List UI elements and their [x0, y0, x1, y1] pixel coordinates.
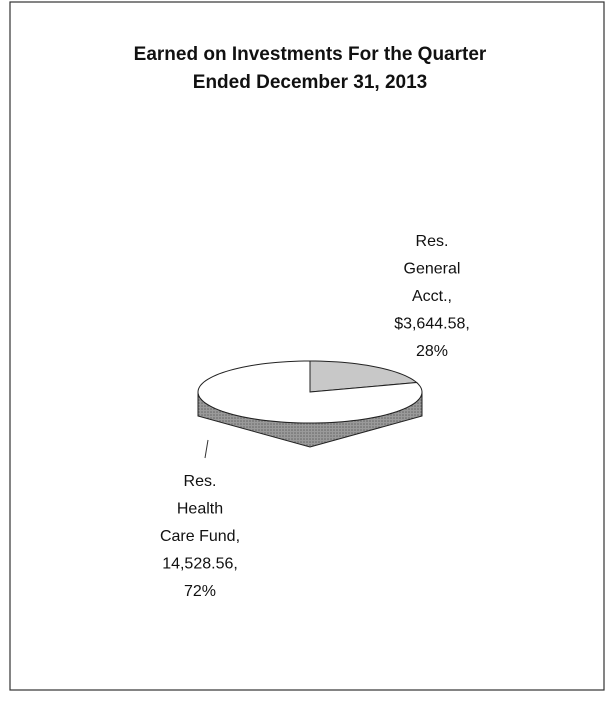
data-label-text: Res. Health Care Fund, [160, 473, 240, 545]
pie-slice [309, 360, 418, 393]
leader-line [204, 439, 209, 459]
data-label-text: 72% [184, 583, 216, 600]
chart-border [9, 1, 605, 691]
data-label-text: 28% [416, 343, 448, 360]
data-label-text: 14,528.56, [162, 556, 238, 573]
chart-title: Earned on Investments For the Quarter End… [134, 44, 487, 93]
pie-slice [197, 360, 423, 424]
data-label-text: $3,644.58, [394, 316, 470, 333]
data-label: Res. General Acct., $3,644.58, 28% [394, 233, 470, 360]
data-label: Res. Health Care Fund, 14,528.56, 72% [160, 473, 240, 600]
data-label-text: Res. General Acct., [404, 233, 461, 305]
